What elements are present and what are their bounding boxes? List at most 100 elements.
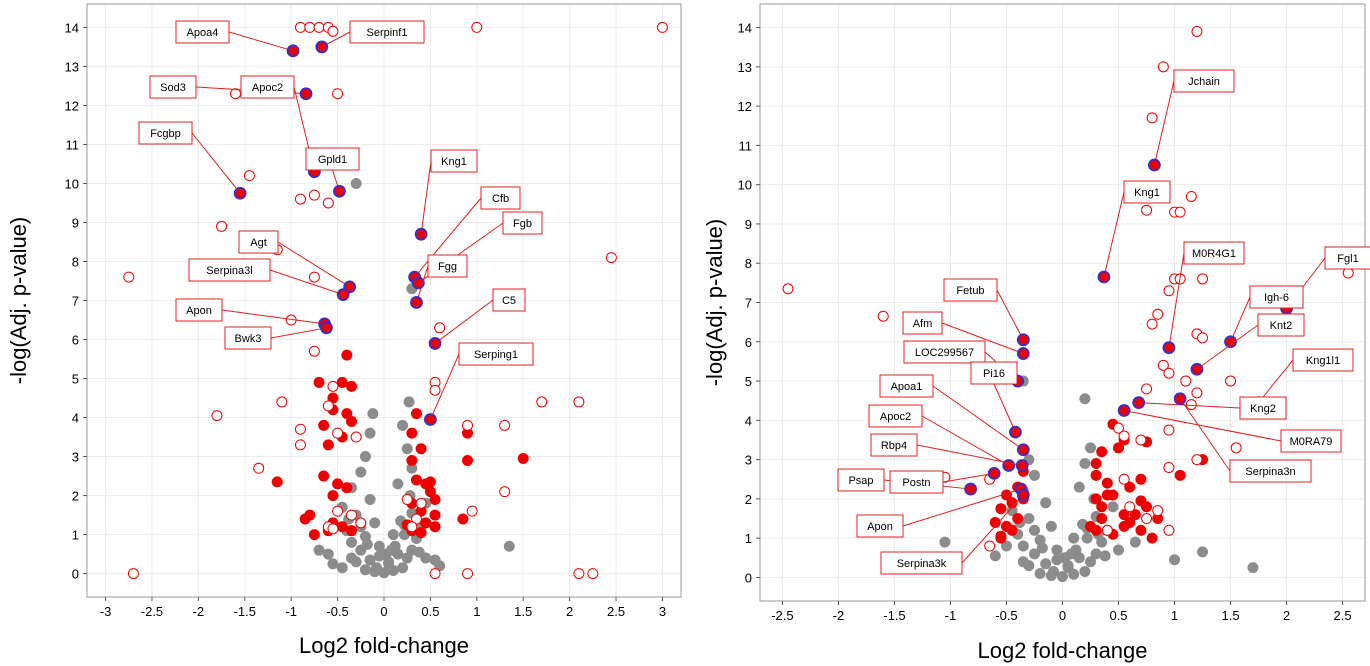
callout-box	[175, 20, 230, 44]
data-point-sig	[1096, 446, 1108, 458]
y-tick-label: 11	[739, 138, 753, 153]
data-point-nonsig	[361, 538, 373, 550]
y-axis-label: -log(Adj. p-value)	[702, 219, 727, 387]
x-tick-label: -0.5	[326, 604, 348, 619]
callout-box	[1239, 396, 1287, 420]
y-tick-label: 9	[72, 215, 79, 230]
data-point-sig	[429, 509, 441, 521]
callout-label: Rbp4	[881, 440, 907, 452]
data-point-nonsig	[313, 544, 325, 556]
data-point-sig	[1085, 520, 1097, 532]
data-point-sig	[995, 503, 1007, 515]
highlighted-point	[320, 321, 333, 335]
y-tick-label: 7	[745, 296, 752, 311]
y-tick-label: 8	[745, 256, 752, 271]
data-point-open	[1230, 442, 1242, 454]
data-point-nonsig	[1113, 544, 1125, 556]
callout-label: Fetub	[956, 285, 984, 297]
x-tick-label: 0	[1059, 608, 1066, 623]
data-point-sig	[308, 529, 320, 541]
callout-label: Kng1l1	[1306, 355, 1340, 367]
data-point-nonsig	[1028, 548, 1040, 560]
data-point-sig	[1174, 469, 1186, 481]
data-point-open	[429, 384, 441, 396]
callout-label: Serping1	[474, 349, 518, 361]
callout-label: Sod3	[160, 82, 186, 94]
y-tick-label: 11	[66, 137, 80, 152]
data-point-open	[1191, 387, 1203, 399]
x-tick-label: -3	[100, 604, 112, 619]
x-tick-label: -2	[193, 604, 205, 619]
data-point-nonsig	[364, 493, 376, 505]
x-axis-label: Log2 fold-change	[299, 633, 469, 658]
highlighted-point	[1190, 362, 1204, 376]
data-point-open	[1152, 308, 1164, 320]
data-point-open	[1163, 461, 1175, 473]
callout-box	[305, 147, 360, 171]
y-axis-label: -log(Adj. p-value)	[6, 217, 31, 385]
highlighted-point	[1162, 341, 1176, 355]
data-point-nonsig	[355, 466, 367, 478]
highlighted-point	[428, 337, 442, 350]
data-point-nonsig	[1129, 536, 1141, 548]
callout-leader-line	[1258, 359, 1294, 403]
data-point-sig	[429, 521, 441, 533]
data-point-sig	[1113, 442, 1125, 454]
highlighted-point	[964, 482, 978, 496]
highlighted-point	[286, 44, 300, 58]
x-tick-label: -0.5	[995, 608, 1017, 623]
data-point-nonsig	[371, 562, 383, 574]
data-point-nonsig	[322, 548, 334, 560]
callout-label: Jchain	[1188, 76, 1220, 88]
callout-leader-line	[1138, 402, 1241, 409]
x-axis-label: Log2 fold-change	[977, 638, 1147, 663]
callout-leader-line	[993, 383, 1016, 433]
data-point-sig	[1124, 481, 1136, 493]
data-point-open	[322, 197, 334, 209]
y-tick-label: 1	[745, 531, 752, 546]
data-point-sig	[415, 527, 427, 539]
data-point-open	[327, 25, 339, 37]
callout-label: Fgg	[438, 261, 457, 273]
highlighted-point	[315, 40, 329, 54]
data-point-sig	[1129, 509, 1141, 521]
callout-leader-line	[1103, 191, 1125, 278]
callout-box	[240, 75, 295, 99]
data-point-sig	[410, 474, 422, 486]
data-point-sig	[1090, 469, 1102, 481]
callout-leader-line	[996, 289, 1024, 341]
callout-box	[1183, 241, 1245, 265]
data-point-open	[230, 88, 241, 100]
highlighted-point	[333, 184, 346, 198]
data-point-open	[1135, 434, 1147, 446]
data-point-nonsig	[387, 529, 399, 541]
data-point-open	[216, 220, 228, 232]
data-point-nonsig	[1081, 532, 1093, 544]
callout-label: Gpld1	[318, 154, 347, 166]
data-point-nonsig	[1000, 540, 1012, 552]
data-point-nonsig	[1169, 554, 1181, 566]
data-point-sig	[313, 376, 325, 388]
data-point-sig	[1101, 477, 1113, 489]
highlighted-point	[1173, 392, 1187, 406]
callout-leader-line	[1179, 398, 1231, 472]
y-tick-label: 6	[72, 333, 79, 348]
data-point-sig	[346, 380, 358, 392]
data-point-nonsig	[1247, 562, 1259, 574]
callout-leader-line	[1196, 324, 1259, 370]
data-point-open	[462, 419, 474, 431]
callout-box	[458, 342, 534, 366]
data-point-open	[499, 486, 511, 498]
callout-box	[880, 551, 963, 575]
data-point-open	[415, 497, 427, 509]
data-point-nonsig	[373, 540, 385, 552]
callout-label: Apoc2	[880, 411, 911, 423]
data-point-open	[294, 21, 306, 33]
data-point-sig	[1146, 532, 1158, 544]
callout-box	[902, 311, 943, 335]
data-point-sig	[346, 415, 358, 427]
callout-box	[502, 211, 543, 235]
highlighted-point	[1224, 335, 1237, 349]
y-tick-label: 14	[65, 20, 79, 35]
highlighted-point	[233, 186, 247, 200]
